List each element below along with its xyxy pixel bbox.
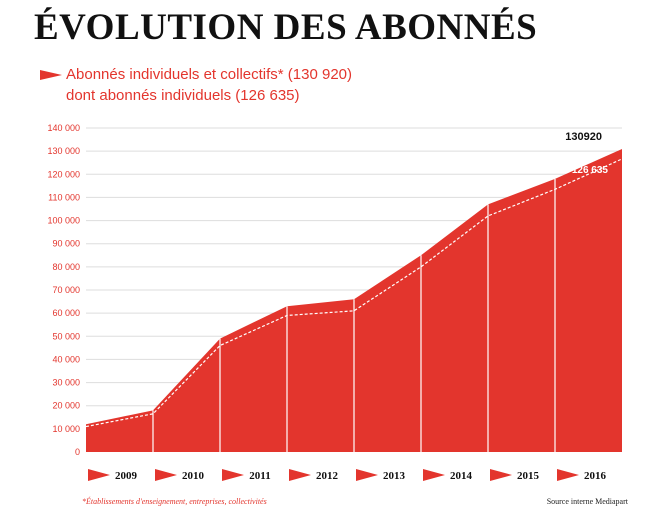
footnote: *Établissements d'enseignement, entrepri… bbox=[82, 497, 267, 506]
chart-title: ÉVOLUTION DES ABONNÉS bbox=[34, 7, 538, 48]
y-tick-label: 20 000 bbox=[52, 401, 80, 411]
category-arrow-icon bbox=[490, 469, 512, 481]
y-tick-label: 90 000 bbox=[52, 239, 80, 249]
category-arrow-icon bbox=[88, 469, 110, 481]
red-arrow-icon bbox=[40, 69, 62, 80]
x-tick-label: 2009 bbox=[115, 470, 138, 482]
source-note: Source interne Mediapart bbox=[546, 497, 628, 506]
y-tick-label: 140 000 bbox=[47, 123, 80, 133]
category-arrow-icon bbox=[222, 469, 244, 481]
category-arrow-icon bbox=[423, 469, 445, 481]
legend: Abonnés individuels et collectifs* (130 … bbox=[40, 64, 352, 106]
x-tick-label: 2013 bbox=[383, 470, 406, 482]
y-tick-label: 60 000 bbox=[52, 308, 80, 318]
legend-entry-total: Abonnés individuels et collectifs* (130 … bbox=[40, 64, 352, 85]
y-tick-label: 120 000 bbox=[47, 169, 80, 179]
y-tick-label: 70 000 bbox=[52, 285, 80, 295]
y-tick-label: 40 000 bbox=[52, 354, 80, 364]
legend-label-total: Abonnés individuels et collectifs* (130 … bbox=[66, 66, 353, 83]
y-tick-label: 10 000 bbox=[52, 424, 80, 434]
x-tick-label: 2010 bbox=[182, 470, 205, 482]
category-arrow-icon bbox=[289, 469, 311, 481]
category-arrow-icon bbox=[155, 469, 177, 481]
y-tick-label: 100 000 bbox=[47, 216, 80, 226]
x-tick-label: 2014 bbox=[450, 470, 473, 482]
x-tick-label: 2015 bbox=[517, 470, 540, 482]
data-label-total: 130920 bbox=[565, 131, 602, 143]
y-tick-label: 110 000 bbox=[48, 192, 80, 202]
y-tick-label: 80 000 bbox=[52, 262, 80, 272]
y-tick-label: 130 000 bbox=[47, 146, 80, 156]
legend-entry-individual: dont abonnés individuels (126 635) bbox=[40, 85, 352, 106]
y-tick-label: 50 000 bbox=[52, 331, 80, 341]
category-arrow-icon bbox=[356, 469, 378, 481]
legend-label-individual: dont abonnés individuels (126 635) bbox=[66, 87, 300, 104]
x-tick-label: 2016 bbox=[584, 470, 607, 482]
x-tick-label: 2011 bbox=[249, 470, 270, 482]
y-tick-label: 0 bbox=[75, 447, 80, 457]
data-label-individual: 126 635 bbox=[572, 165, 609, 176]
x-tick-label: 2012 bbox=[316, 470, 339, 482]
category-arrow-icon bbox=[557, 469, 579, 481]
line-individual bbox=[85, 158, 623, 428]
y-tick-label: 30 000 bbox=[52, 378, 80, 388]
